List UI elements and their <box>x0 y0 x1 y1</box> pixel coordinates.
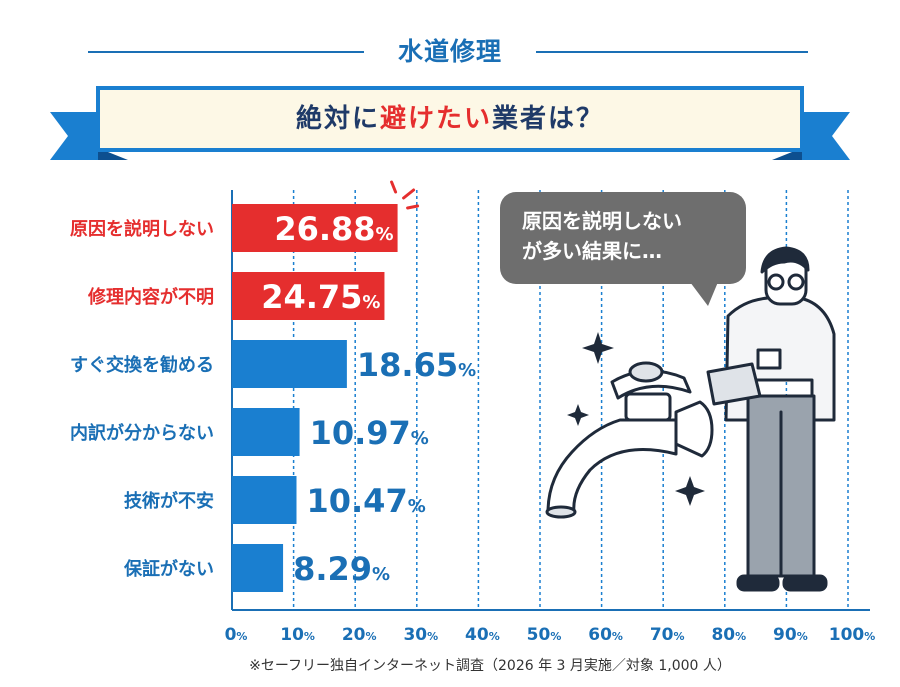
x-tick-label: 20% <box>342 625 377 645</box>
x-tick-label: 80% <box>711 625 746 645</box>
bar <box>232 544 284 592</box>
ribbon-banner <box>50 86 850 160</box>
x-tick-unit: % <box>864 630 875 643</box>
value-unit: % <box>408 496 426 517</box>
category-label: 修理内容が不明 <box>87 286 214 308</box>
value-label: 26.88% <box>274 210 393 248</box>
speech-bubble-line-1: 原因を説明しない <box>522 209 682 233</box>
x-tick-unit: % <box>236 630 247 643</box>
sparkle-decorations <box>567 332 705 506</box>
x-tick-label: 70% <box>650 625 685 645</box>
bar <box>232 408 300 456</box>
x-tick-unit: % <box>550 630 561 643</box>
header-rule-right <box>536 51 808 53</box>
x-tick-label: 10% <box>280 625 315 645</box>
value-unit: % <box>411 428 429 449</box>
value-unit: % <box>376 224 394 245</box>
category-label: 原因を説明しない <box>70 218 214 240</box>
header-rule-left <box>88 51 364 53</box>
x-tick-label: 60% <box>588 625 623 645</box>
x-tick-unit: % <box>797 630 808 643</box>
value-label: 8.29% <box>293 550 390 588</box>
x-tick-label: 90% <box>773 625 808 645</box>
banner-headline: 絶対に避けたい業者は？ <box>0 98 900 135</box>
survey-footnote: ※セーフリー独自インターネット調査（2026 年 3 月実施／対象 1,000 … <box>249 658 731 674</box>
x-tick-unit: % <box>366 630 377 643</box>
value-label: 18.65% <box>357 346 476 384</box>
category-label: すぐ交換を勧める <box>70 354 214 376</box>
speech-bubble-line-2: が多い結果に… <box>522 239 662 263</box>
x-tick-label: 0% <box>225 625 248 645</box>
speech-bubble-text: 原因を説明しない が多い結果に… <box>522 206 742 266</box>
man-illustration <box>706 246 836 592</box>
x-tick-unit: % <box>304 630 315 643</box>
value-unit: % <box>372 564 390 585</box>
category-label: 技術が不安 <box>124 490 214 512</box>
speech-bubble <box>500 192 746 306</box>
faucet-illustration <box>545 361 714 519</box>
x-tick-unit: % <box>489 630 500 643</box>
bar <box>232 272 385 320</box>
header-title: 水道修理 <box>397 37 502 66</box>
category-label: 保証がない <box>123 558 214 580</box>
x-tick-unit: % <box>674 630 685 643</box>
value-label: 10.97% <box>310 414 429 452</box>
x-tick-unit: % <box>612 630 623 643</box>
x-tick-label: 40% <box>465 625 500 645</box>
bar <box>232 340 347 388</box>
x-tick-unit: % <box>427 630 438 643</box>
value-label: 24.75% <box>261 278 380 316</box>
category-label: 内訳が分からない <box>70 422 214 444</box>
banner-text-post: 業者は？ <box>492 104 605 134</box>
x-tick-unit: % <box>735 630 746 643</box>
x-tick-label: 30% <box>403 625 438 645</box>
value-label: 10.47% <box>306 482 425 520</box>
bar <box>232 476 297 524</box>
emphasis-marks <box>390 180 420 210</box>
bar <box>232 204 398 252</box>
value-unit: % <box>362 292 380 313</box>
value-unit: % <box>458 360 476 381</box>
banner-text-pre: 絶対に <box>295 104 380 134</box>
x-tick-label: 50% <box>527 625 562 645</box>
x-tick-label: 100% <box>829 625 876 645</box>
banner-text-highlight: 避けたい <box>379 104 492 134</box>
